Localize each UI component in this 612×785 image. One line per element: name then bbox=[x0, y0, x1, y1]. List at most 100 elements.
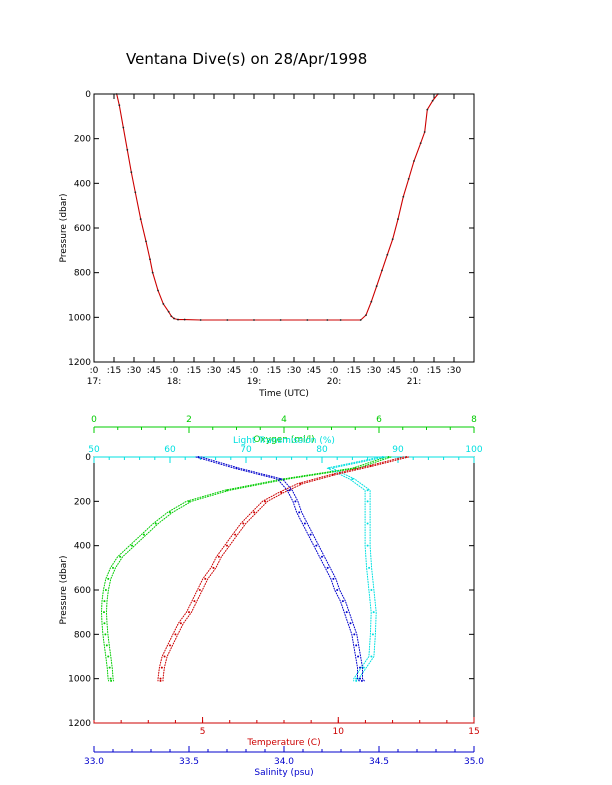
chart2-salinity-data-point bbox=[315, 544, 318, 547]
chart2-y-tick-label: 0 bbox=[85, 453, 91, 463]
chart2-oxygen-tick-label: 4 bbox=[281, 415, 287, 425]
chart1-data-point bbox=[306, 319, 309, 321]
chart2-oxygen-profile bbox=[100, 456, 387, 682]
chart1-data-point bbox=[199, 319, 202, 321]
chart1-data-point bbox=[339, 319, 342, 321]
chart2-y-axis-label: Pressure (dbar) bbox=[59, 556, 69, 625]
chart1-data-point bbox=[413, 160, 415, 162]
chart1-data-point bbox=[426, 108, 429, 111]
chart2-salinity-data-point bbox=[309, 533, 312, 536]
chart1-data-point bbox=[365, 314, 367, 316]
chart1-x-axis-label: Time (UTC) bbox=[258, 389, 309, 399]
chart2-light_transmission-data-point bbox=[366, 500, 369, 503]
chart2-light_transmission-tick-label: 70 bbox=[240, 445, 252, 455]
chart-title: Ventana Dive(s) on 28/Apr/1998 bbox=[126, 50, 368, 68]
chart2-light_transmission-data-point bbox=[372, 611, 375, 614]
chart2-temperature-data-point bbox=[193, 600, 196, 603]
chart1-data-point bbox=[423, 131, 426, 133]
chart1-x-tick-label: :15 bbox=[267, 366, 281, 376]
chart2-frame bbox=[93, 456, 475, 724]
chart2-light_transmission-data-point bbox=[370, 589, 373, 591]
chart1-data-point bbox=[122, 126, 125, 129]
chart2-salinity-data-point bbox=[298, 511, 301, 514]
chart2-temperature-data-point bbox=[198, 589, 201, 591]
chart2-oxygen-data-point bbox=[131, 544, 133, 547]
chart2-light_transmission-data-point bbox=[362, 666, 365, 669]
chart1-data-point bbox=[162, 303, 165, 305]
chart2-y-tick-label: 1000 bbox=[68, 675, 91, 685]
chart1-series-line bbox=[116, 93, 439, 321]
chart2-temperature-axis-label: Temperature (C) bbox=[246, 738, 320, 748]
chart2-temperature-data-point bbox=[212, 566, 215, 569]
chart2-temperature-tick-label: 10 bbox=[333, 727, 345, 737]
chart2-temperature-data-point bbox=[188, 611, 190, 614]
chart2-temperature-data-point bbox=[369, 464, 372, 467]
chart1-data-point bbox=[402, 195, 405, 198]
chart2-salinity-data-point bbox=[288, 489, 291, 492]
chart1-data-point bbox=[157, 289, 159, 292]
chart2-oxygen-data-point bbox=[103, 600, 106, 603]
chart1-y-tick-label: 1200 bbox=[68, 358, 91, 368]
chart1-data-point bbox=[118, 104, 121, 107]
chart1-data-point bbox=[170, 315, 173, 318]
chart1-data-point bbox=[151, 271, 154, 274]
chart1-data-point bbox=[173, 317, 175, 320]
chart2-light_transmission-tick-label: 100 bbox=[465, 445, 482, 455]
chart2-light_transmission-data-point bbox=[366, 522, 369, 525]
chart1-data-point bbox=[167, 310, 170, 313]
chart2-salinity-data-point bbox=[332, 577, 335, 580]
chart1-data-point bbox=[145, 240, 147, 243]
chart2-salinity-data-point bbox=[336, 589, 339, 591]
chart1-data-point bbox=[419, 142, 422, 145]
chart1-data-point bbox=[130, 171, 133, 174]
chart2-temperature-data-point bbox=[174, 633, 177, 636]
chart2-temperature-data-point bbox=[280, 491, 283, 494]
chart2-temperature-data-point bbox=[242, 522, 245, 525]
chart2-light_transmission-data-point bbox=[366, 489, 369, 492]
chart2-temperature-data-point bbox=[160, 666, 163, 669]
chart2-light_transmission-data-point bbox=[368, 566, 371, 569]
chart1-x-tick-label: :0 bbox=[330, 366, 339, 376]
chart1-x-tick-label: :30 bbox=[287, 366, 302, 376]
chart1-x-tick-label: :15 bbox=[107, 366, 121, 376]
chart2-light_transmission-data-point bbox=[355, 679, 358, 682]
chart2-salinity-data-point bbox=[359, 677, 361, 680]
chart1-x-tick-label: :30 bbox=[127, 366, 142, 376]
chart2-salinity-data-point bbox=[279, 478, 282, 481]
chart2-salinity-tick-label: 33.0 bbox=[84, 757, 104, 767]
chart1-y-tick-label: 200 bbox=[74, 135, 91, 145]
chart2-temperature-data-point bbox=[226, 544, 228, 547]
chart2-light_transmission-data-point bbox=[328, 467, 331, 470]
chart2-salinity-data-point bbox=[321, 555, 323, 558]
chart1-x-tick-label: :0 bbox=[250, 366, 259, 376]
chart2-oxygen-data-point bbox=[103, 622, 106, 625]
chart1-y-tick-label: 0 bbox=[85, 90, 91, 100]
chart1-data-point bbox=[359, 319, 362, 321]
chart2-salinity-data-point bbox=[360, 679, 363, 682]
chart2-salinity-data-point bbox=[341, 600, 344, 603]
chart1-data-point bbox=[431, 99, 434, 102]
chart2-light_transmission-data-point bbox=[351, 478, 354, 481]
chart2-temperature-profile bbox=[157, 456, 405, 682]
chart2-salinity-data-point bbox=[345, 611, 348, 614]
chart1-x-tick-label: :30 bbox=[447, 366, 462, 376]
chart2-light_transmission-tick-label: 90 bbox=[392, 445, 404, 455]
chart2-temperature-data-point bbox=[299, 482, 302, 485]
chart1-data-point bbox=[177, 318, 179, 321]
chart1-y-tick-label: 600 bbox=[74, 224, 91, 234]
chart2-oxygen-data-point bbox=[169, 511, 171, 514]
chart2-oxygen-data-point bbox=[110, 679, 113, 682]
chart1-x-tick-label: :0 bbox=[410, 366, 419, 376]
chart2-temperature-data-point bbox=[169, 644, 171, 647]
chart2-temperature-data-point bbox=[159, 677, 162, 680]
chart1-x-tick-label: :15 bbox=[187, 366, 201, 376]
chart2-oxygen-data-point bbox=[108, 666, 111, 669]
chart1-data-point bbox=[326, 319, 329, 321]
chart1-x-tick-label: :0 bbox=[170, 366, 179, 376]
chart2-salinity-axis-label: Salinity (psu) bbox=[254, 768, 313, 778]
chart2-temperature-data-point bbox=[331, 473, 334, 476]
chart2-light_transmission-tick-label: 50 bbox=[88, 445, 100, 455]
chart1-data-point bbox=[226, 319, 229, 321]
chart2-temperature-tick-label: 5 bbox=[200, 727, 206, 737]
chart1-hour-label: 18: bbox=[167, 377, 181, 387]
